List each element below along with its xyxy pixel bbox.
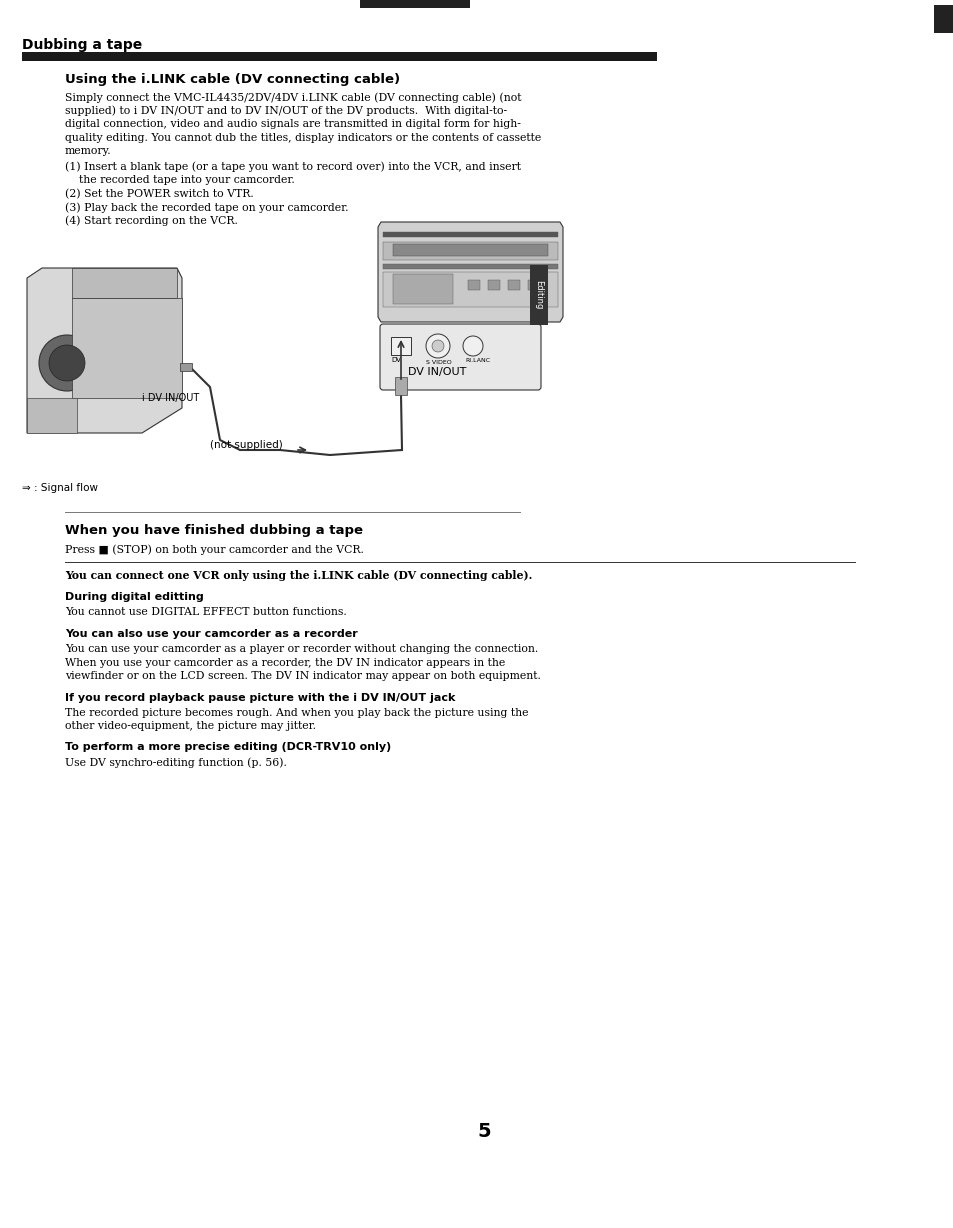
Bar (71, 268, 177, 298)
Text: VCR: VCR (397, 248, 409, 253)
FancyBboxPatch shape (379, 324, 540, 391)
Bar (391, 336, 411, 355)
Circle shape (49, 345, 85, 381)
Bar (507, 280, 519, 290)
Bar (22, 52, 657, 61)
Text: When you have finished dubbing a tape: When you have finished dubbing a tape (65, 524, 363, 537)
Text: To perform a more precise editing (DCR-TRV10 only): To perform a more precise editing (DCR-T… (65, 743, 391, 753)
Text: the recorded tape into your camcorder.: the recorded tape into your camcorder. (65, 176, 294, 185)
Text: (4) Start recording on the VCR.: (4) Start recording on the VCR. (65, 215, 237, 226)
Bar (468, 280, 479, 290)
Bar (488, 280, 499, 290)
Text: You can also use your camcorder as a recorder: You can also use your camcorder as a rec… (65, 629, 357, 639)
Bar (530, 265, 547, 325)
Text: Using the i.LINK cable (DV connecting cable): Using the i.LINK cable (DV connecting ca… (65, 72, 399, 86)
Text: You cannot use DIGITAL EFFECT button functions.: You cannot use DIGITAL EFFECT button fun… (65, 607, 346, 616)
Text: quality editing. You cannot dub the titles, display indicators or the contents o: quality editing. You cannot dub the titl… (65, 133, 540, 142)
Circle shape (462, 336, 482, 356)
Text: (2) Set the POWER switch to VTR.: (2) Set the POWER switch to VTR. (65, 189, 253, 199)
Text: You can connect one VCR only using the i.LINK cable (DV connecting cable).: You can connect one VCR only using the i… (65, 570, 532, 581)
Bar (393, 244, 547, 255)
Polygon shape (377, 222, 562, 322)
Text: Dubbing a tape: Dubbing a tape (22, 38, 142, 52)
Text: viewfinder or on the LCD screen. The DV IN indicator may appear on both equipmen: viewfinder or on the LCD screen. The DV … (65, 670, 540, 682)
Text: (1) Insert a blank tape (or a tape you want to record over) into the VCR, and in: (1) Insert a blank tape (or a tape you w… (65, 162, 520, 172)
Polygon shape (27, 268, 182, 433)
Text: When you use your camcorder as a recorder, the DV IN indicator appears in the: When you use your camcorder as a recorde… (65, 657, 505, 668)
Bar (382, 271, 558, 307)
Bar (395, 377, 407, 395)
Text: (not supplied): (not supplied) (210, 440, 282, 449)
Bar (71, 298, 182, 398)
Text: (3) Play back the recorded tape on your camcorder.: (3) Play back the recorded tape on your … (65, 201, 348, 212)
Text: DV IN/OUT: DV IN/OUT (408, 367, 466, 377)
Text: і DV IN/OUT: і DV IN/OUT (142, 393, 199, 403)
Text: Use DV synchro-editing function (p. 56).: Use DV synchro-editing function (p. 56). (65, 758, 287, 768)
Text: Simply connect the VMC-IL4435/2DV/4DV i.LINK cable (DV connecting cable) (not: Simply connect the VMC-IL4435/2DV/4DV i.… (65, 92, 521, 103)
Bar (933, 5, 953, 33)
Text: Editing: Editing (534, 280, 543, 309)
Text: During digital editting: During digital editting (65, 592, 204, 602)
Text: The recorded picture becomes rough. And when you play back the picture using the: The recorded picture becomes rough. And … (65, 707, 528, 717)
Text: RI.LANC: RI.LANC (464, 359, 490, 363)
Bar (180, 363, 192, 371)
Text: 5: 5 (476, 1122, 490, 1141)
Bar (393, 274, 453, 305)
Text: digital connection, video and audio signals are transmitted in digital form for : digital connection, video and audio sign… (65, 119, 520, 129)
Bar (359, 0, 470, 9)
Bar (382, 264, 558, 269)
Circle shape (426, 334, 450, 359)
Text: other video-equipment, the picture may jitter.: other video-equipment, the picture may j… (65, 721, 315, 731)
Circle shape (39, 335, 95, 391)
Text: DV: DV (391, 357, 400, 363)
Text: S VIDEO: S VIDEO (426, 360, 452, 365)
Text: You can use your camcorder as a player or recorder without changing the connecti: You can use your camcorder as a player o… (65, 643, 537, 655)
Circle shape (432, 340, 443, 352)
Text: ⇒ : Signal flow: ⇒ : Signal flow (22, 483, 98, 492)
Bar (382, 242, 558, 260)
Text: supplied) to і DV IN/OUT and to DV IN/OUT of the DV products.  With digital-to-: supplied) to і DV IN/OUT and to DV IN/OU… (65, 106, 507, 117)
Bar (382, 232, 558, 237)
Text: memory.: memory. (65, 146, 112, 156)
Text: If you record playback pause picture with the і DV IN/OUT jack: If you record playback pause picture wit… (65, 693, 455, 702)
Bar (27, 398, 77, 433)
Text: Press ■ (STOP) on both your camcorder and the VCR.: Press ■ (STOP) on both your camcorder an… (65, 544, 363, 555)
Bar (527, 280, 539, 290)
